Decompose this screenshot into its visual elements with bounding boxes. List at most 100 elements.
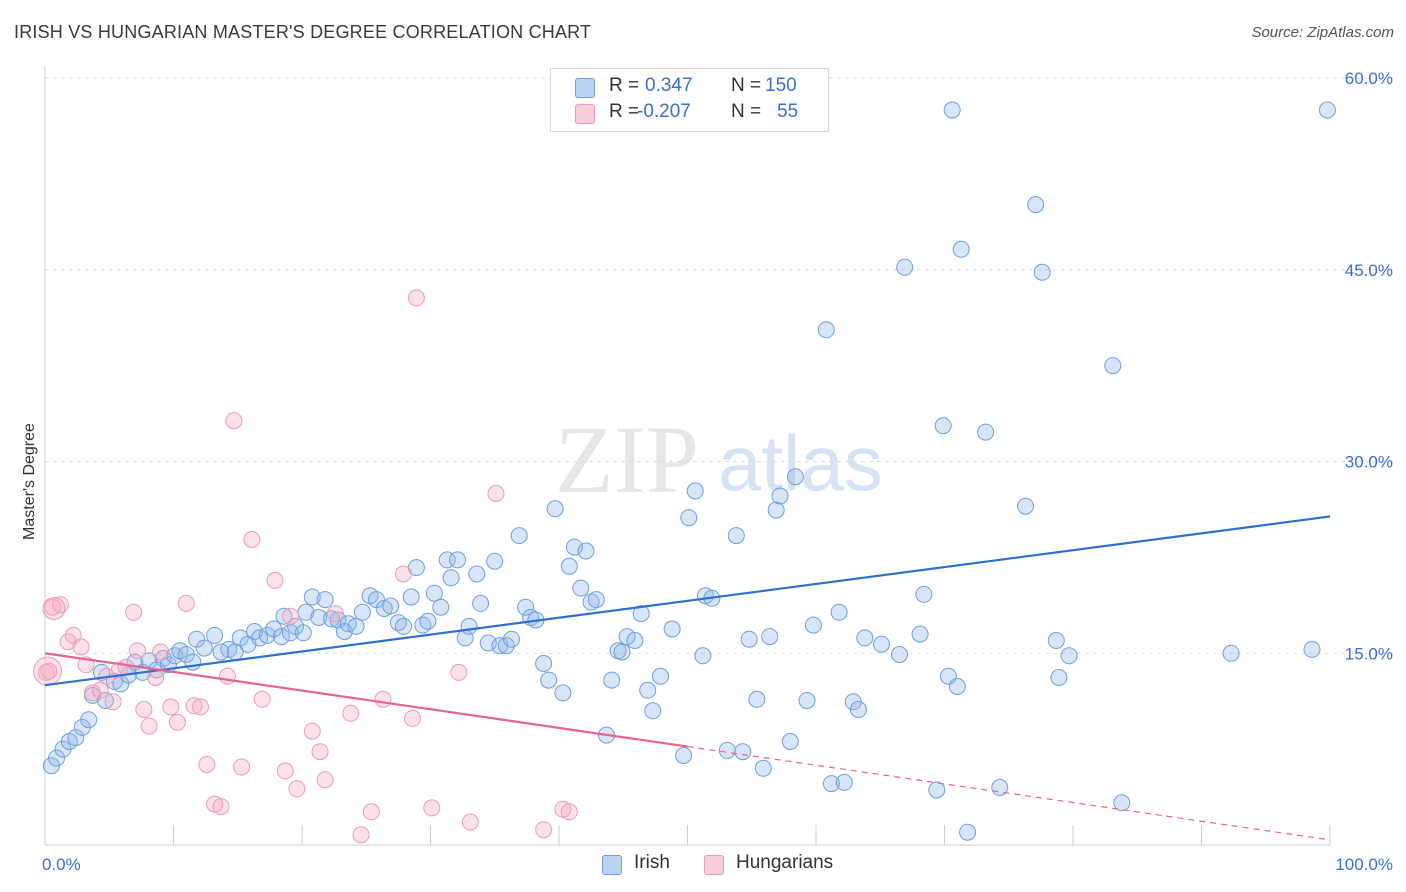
correlation-legend: R = 0.347 N = 150 R = -0.207 N = 55 bbox=[550, 68, 829, 132]
irish-point bbox=[718, 741, 736, 759]
hungarian-point bbox=[243, 531, 261, 548]
irish-point bbox=[626, 632, 644, 649]
bottom-swatch-hungarians bbox=[704, 855, 724, 875]
hungarian-point bbox=[185, 697, 203, 715]
hungarian-point bbox=[404, 709, 421, 727]
hungarian-point bbox=[91, 681, 109, 699]
irish-point bbox=[1318, 101, 1336, 119]
irish-point bbox=[781, 733, 799, 750]
hungarian-point-cluster bbox=[33, 656, 63, 686]
hungarian-point bbox=[487, 485, 505, 502]
legend-n-value: 150 bbox=[765, 75, 797, 96]
bottom-label-hungarians: Hungarians bbox=[736, 852, 834, 873]
irish-point bbox=[1222, 644, 1240, 662]
irish-point bbox=[442, 569, 460, 587]
irish-point bbox=[554, 684, 572, 702]
hungarian-point bbox=[72, 638, 90, 656]
irish-point bbox=[540, 671, 558, 689]
irish-point bbox=[206, 626, 224, 644]
legend-n-value: 55 bbox=[777, 101, 799, 122]
irish-point bbox=[560, 557, 578, 575]
irish-point bbox=[258, 626, 276, 644]
irish-point bbox=[294, 624, 312, 642]
hungarian-point bbox=[212, 798, 230, 816]
hungarian-point bbox=[407, 289, 425, 307]
hungarian-point bbox=[51, 596, 69, 614]
irish-point bbox=[310, 609, 328, 626]
irish-point bbox=[639, 681, 657, 699]
hungarian-point bbox=[233, 758, 251, 776]
hungarian-point bbox=[135, 701, 153, 718]
irish-point bbox=[873, 635, 890, 653]
irish-point bbox=[771, 487, 789, 505]
hungarian-point bbox=[288, 780, 306, 798]
irish-point bbox=[316, 591, 334, 609]
irish-point bbox=[680, 509, 698, 527]
hungarian-point bbox=[423, 799, 441, 817]
y-tick-label: 30.0% bbox=[1345, 453, 1393, 472]
legend-r-label: R = bbox=[609, 75, 640, 96]
hungarian-point bbox=[326, 605, 344, 623]
irish-point bbox=[425, 584, 443, 602]
bottom-swatch-irish bbox=[602, 855, 622, 875]
irish-point bbox=[754, 759, 772, 777]
hungarian-point bbox=[362, 803, 380, 821]
irish-point bbox=[856, 629, 874, 647]
legend-swatch-hungarians bbox=[575, 104, 595, 124]
hungarian-point bbox=[168, 713, 186, 731]
irish-point bbox=[510, 527, 528, 545]
legend-n-label: N = bbox=[731, 101, 762, 122]
irish-point bbox=[948, 678, 966, 695]
legend-swatch-irish bbox=[575, 78, 595, 98]
irish-point bbox=[943, 101, 961, 119]
irish-point bbox=[830, 603, 848, 621]
irish-point bbox=[786, 468, 804, 486]
irish-point bbox=[915, 585, 933, 603]
irish-point bbox=[603, 671, 621, 689]
hungarian-point bbox=[192, 698, 209, 716]
irish-point bbox=[1303, 640, 1321, 658]
irish-point bbox=[1050, 669, 1068, 686]
irish-point bbox=[438, 551, 456, 569]
legend-r-label: R = bbox=[609, 101, 640, 122]
irish-point bbox=[817, 321, 835, 339]
hungarian-point bbox=[266, 571, 284, 589]
hungarian-point bbox=[152, 643, 170, 661]
irish-point bbox=[1060, 647, 1078, 665]
watermark-zip: ZIP bbox=[555, 406, 699, 513]
irish-point bbox=[546, 500, 564, 518]
irish-point bbox=[686, 482, 704, 500]
hungarian-point bbox=[276, 762, 294, 780]
irish-point bbox=[472, 594, 490, 612]
irish-point bbox=[727, 527, 745, 545]
irish-point bbox=[822, 775, 840, 793]
hungarian-point bbox=[303, 722, 321, 740]
irish-point bbox=[449, 551, 466, 569]
irish-point bbox=[896, 258, 914, 276]
irish-point bbox=[748, 690, 766, 708]
hungarian-point bbox=[281, 607, 299, 625]
irish-point bbox=[572, 579, 590, 597]
irish-point bbox=[503, 630, 520, 648]
irish-point bbox=[375, 600, 393, 617]
irish-point bbox=[835, 773, 853, 791]
hungarian-point bbox=[177, 594, 195, 612]
hungarian-point bbox=[311, 743, 329, 761]
y-axis-title: Master's Degree bbox=[21, 423, 38, 540]
watermark-atlas: atlas bbox=[718, 419, 883, 507]
irish-point bbox=[613, 643, 631, 661]
irish-point bbox=[468, 565, 486, 583]
irish-point bbox=[798, 692, 816, 709]
irish-point bbox=[934, 417, 952, 435]
chart-title: IRISH VS HUNGARIAN MASTER'S DEGREE CORRE… bbox=[14, 22, 592, 42]
chart-source: Source: ZipAtlas.com bbox=[1251, 24, 1394, 41]
irish-point bbox=[849, 701, 867, 718]
irish-point bbox=[275, 607, 293, 625]
irish-point bbox=[48, 749, 66, 767]
irish-point bbox=[1017, 497, 1034, 515]
irish-point bbox=[184, 653, 202, 671]
hungarian-point-cluster bbox=[42, 597, 66, 621]
irish-point bbox=[891, 646, 908, 663]
irish-point bbox=[303, 588, 321, 606]
irish-point bbox=[395, 617, 412, 635]
